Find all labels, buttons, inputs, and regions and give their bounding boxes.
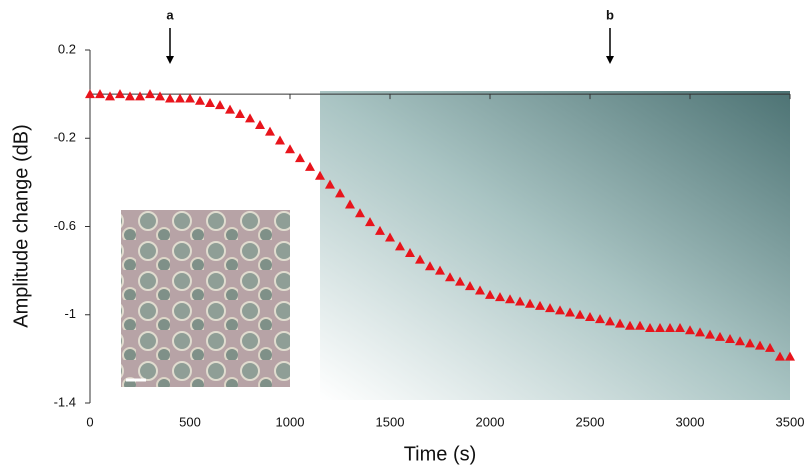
point: [625, 320, 635, 330]
point: [585, 311, 595, 321]
point: [505, 294, 515, 304]
point: [525, 298, 535, 308]
point: [285, 144, 295, 154]
point: [435, 265, 445, 275]
point: [125, 91, 135, 101]
point: [315, 170, 325, 180]
x-tick-label: 1500: [376, 414, 405, 429]
point: [185, 93, 195, 103]
y-axis-title: Amplitude change (dB): [10, 124, 32, 327]
point: [545, 303, 555, 313]
x-tick-label: 3500: [776, 414, 805, 429]
point: [155, 91, 165, 101]
x-tick-label: 0: [86, 414, 93, 429]
point: [365, 217, 375, 227]
point: [175, 93, 185, 103]
point: [225, 104, 235, 114]
y-tick-label: -0.6: [54, 218, 76, 233]
point: [485, 289, 495, 299]
point: [445, 272, 455, 282]
y-tick-label: -0.2: [54, 130, 76, 145]
point: [335, 188, 345, 198]
point: [415, 254, 425, 264]
point: [195, 95, 205, 105]
point: [755, 340, 765, 350]
point: [595, 314, 605, 324]
point: [785, 351, 795, 361]
y-tick-label: 0.2: [58, 41, 76, 56]
y-tick-label: -1: [64, 306, 76, 321]
point: [675, 322, 685, 332]
point: [355, 208, 365, 218]
point: [305, 161, 315, 171]
point: [645, 322, 655, 332]
annotation-label: a: [166, 7, 174, 22]
point: [405, 247, 415, 257]
point: [245, 113, 255, 123]
inset-micrograph: [121, 210, 290, 387]
point: [255, 120, 265, 130]
point: [725, 334, 735, 344]
x-tick-label: 1000: [276, 414, 305, 429]
x-tick-label: 2500: [576, 414, 605, 429]
x-tick-label: 500: [179, 414, 201, 429]
point: [465, 281, 475, 291]
point: [735, 336, 745, 346]
point: [705, 329, 715, 339]
point: [205, 97, 215, 107]
point: [325, 179, 335, 189]
point: [715, 331, 725, 341]
point: [105, 91, 115, 101]
point: [515, 296, 525, 306]
point: [605, 316, 615, 326]
background-gradient: [320, 91, 790, 400]
point: [535, 300, 545, 310]
point: [345, 199, 355, 209]
x-tick-label: 3000: [676, 414, 705, 429]
y-tick-label: -1.4: [54, 394, 76, 409]
point: [665, 322, 675, 332]
point: [215, 100, 225, 110]
point: [765, 342, 775, 352]
annotation-arrowhead: [606, 56, 614, 64]
point: [565, 307, 575, 317]
point: [165, 93, 175, 103]
point: [375, 225, 385, 235]
point: [455, 276, 465, 286]
point: [385, 232, 395, 242]
point: [615, 318, 625, 328]
x-axis-title: Time (s): [404, 443, 477, 465]
point: [555, 305, 565, 315]
point: [235, 108, 245, 118]
point: [425, 261, 435, 271]
point: [495, 292, 505, 302]
point: [575, 309, 585, 319]
point: [635, 320, 645, 330]
point: [295, 153, 305, 163]
point: [275, 135, 285, 145]
annotation-label: b: [606, 7, 614, 22]
point: [95, 89, 105, 99]
point: [745, 338, 755, 348]
point: [85, 89, 95, 99]
point: [695, 327, 705, 337]
point: [395, 241, 405, 251]
point: [145, 89, 155, 99]
point: [265, 126, 275, 136]
point: [135, 91, 145, 101]
point: [655, 322, 665, 332]
x-tick-label: 2000: [476, 414, 505, 429]
point: [685, 325, 695, 335]
annotation-arrowhead: [166, 56, 174, 64]
point: [475, 285, 485, 295]
point: [775, 351, 785, 361]
point: [115, 89, 125, 99]
